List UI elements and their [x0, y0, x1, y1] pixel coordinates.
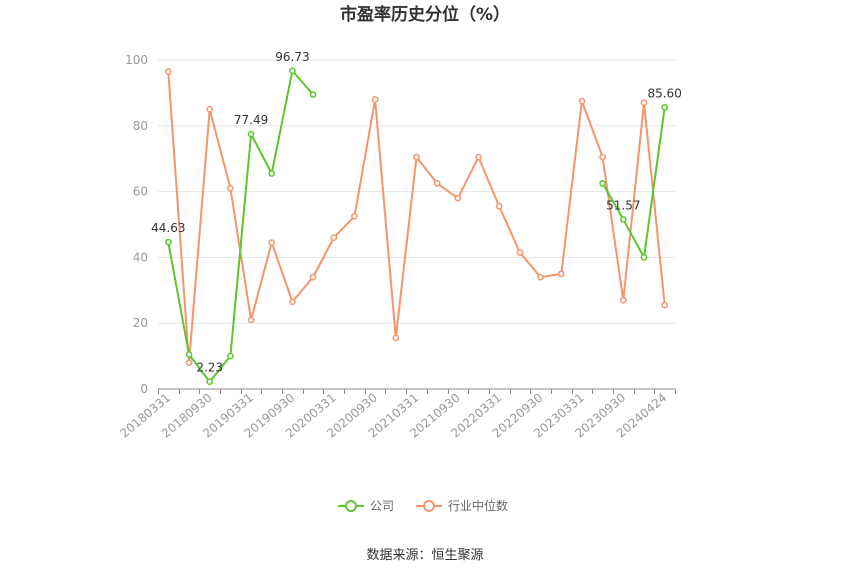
data-point: [413, 153, 420, 161]
data-label: 51.57: [606, 198, 640, 212]
y-tick-label: 100: [125, 53, 148, 67]
data-point: [247, 130, 255, 138]
legend[interactable]: 公司 行业中位数: [338, 498, 508, 513]
axis-layer: 0204060801002018033120180930201903312019…: [117, 53, 676, 441]
data-point: [164, 238, 172, 246]
data-label-layer: 44.63 2.23 77.49 96.73 51.57 85.60: [151, 50, 682, 375]
data-point: [392, 334, 400, 342]
data-point: [475, 153, 482, 161]
legend-swatch-marker: [423, 500, 435, 512]
data-point: [578, 97, 586, 105]
data-point: [371, 96, 379, 103]
legend-label: 公司: [370, 499, 394, 513]
data-point: [185, 351, 193, 358]
data-point: [268, 170, 276, 177]
y-tick-label: 0: [140, 382, 148, 396]
data-point: [227, 184, 234, 192]
data-source: 数据来源：恒生聚源: [366, 548, 483, 563]
data-point: [454, 194, 462, 202]
y-tick-label: 80: [133, 119, 148, 133]
data-point: [309, 91, 317, 98]
data-point: [206, 378, 214, 386]
data-point: [289, 298, 296, 306]
chart-title: 市盈率历史分位（%）: [340, 4, 510, 25]
data-point: [309, 273, 317, 281]
data-point: [185, 359, 193, 367]
data-label: 85.60: [647, 86, 681, 100]
data-point: [537, 273, 544, 281]
data-point: [351, 212, 358, 220]
data-point: [433, 180, 441, 187]
data-point: [206, 106, 214, 113]
data-label: 96.73: [275, 50, 309, 64]
series-line-company: [601, 107, 666, 259]
data-point: [289, 67, 296, 75]
data-label: 44.63: [151, 221, 185, 235]
data-label: 77.49: [234, 113, 268, 127]
data-point: [619, 215, 627, 223]
data-point: [268, 239, 276, 246]
data-point: [661, 104, 669, 111]
data-point: [619, 296, 627, 304]
y-tick-label: 60: [133, 185, 148, 199]
legend-label: 行业中位数: [448, 498, 508, 513]
data-point: [599, 180, 606, 187]
y-tick-label: 40: [133, 250, 148, 264]
data-point: [495, 203, 503, 210]
data-point: [227, 352, 234, 360]
data-point: [330, 234, 338, 242]
data-point: [640, 254, 648, 261]
legend-swatch-marker: [345, 500, 357, 512]
data-point: [164, 68, 172, 75]
series-line-company: [167, 69, 314, 383]
y-tick-label: 20: [133, 316, 148, 330]
legend-item-industry-median[interactable]: 行业中位数: [416, 498, 508, 513]
data-label: 2.23: [196, 361, 223, 375]
data-point: [599, 153, 606, 161]
grid-layer: [158, 59, 675, 324]
data-point: [640, 99, 648, 107]
data-point: [661, 301, 669, 309]
data-point: [247, 316, 255, 324]
legend-item-company[interactable]: 公司: [338, 499, 394, 513]
data-point: [516, 249, 524, 256]
data-point: [557, 270, 565, 278]
series-layer: [164, 67, 669, 386]
